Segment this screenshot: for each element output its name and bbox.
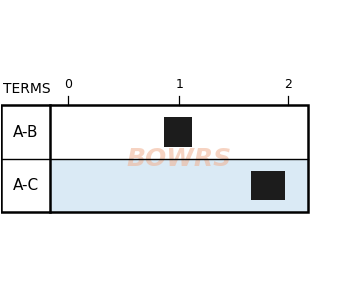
Bar bbox=[50, 159, 308, 212]
Text: 2: 2 bbox=[284, 78, 292, 91]
Bar bbox=[50, 105, 308, 159]
Bar bbox=[1, 159, 50, 212]
Bar bbox=[1, 105, 308, 212]
Text: BOWRS: BOWRS bbox=[127, 147, 232, 171]
Text: A-C: A-C bbox=[13, 178, 39, 193]
Text: 1: 1 bbox=[175, 78, 183, 91]
Text: TERMS: TERMS bbox=[3, 81, 50, 95]
Bar bbox=[251, 171, 285, 200]
Text: 0: 0 bbox=[65, 78, 72, 91]
Text: A-B: A-B bbox=[13, 125, 39, 140]
Bar bbox=[1, 105, 50, 159]
Bar bbox=[164, 118, 192, 147]
